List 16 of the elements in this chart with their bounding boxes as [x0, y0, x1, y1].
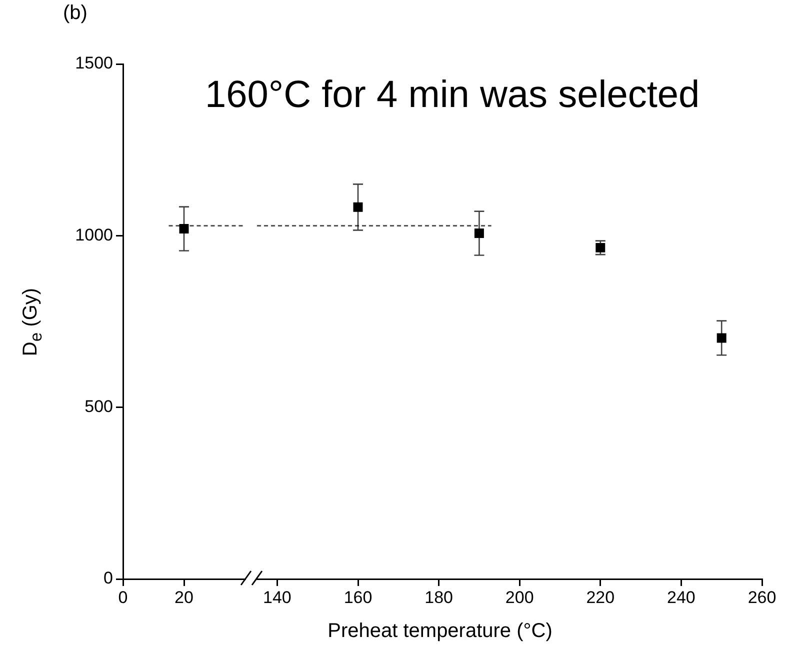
x-tick-label: 220 [586, 588, 615, 607]
x-tick-label: 160 [344, 588, 372, 607]
annotation: 160°C for 4 min was selected [205, 74, 700, 117]
x-tick-label: 0 [118, 588, 128, 607]
x-tick-label: 200 [505, 588, 534, 607]
x-tick-label: 260 [748, 588, 776, 607]
x-tick-label: 20 [174, 588, 194, 607]
y-tick-label: 500 [84, 397, 113, 416]
y-tick-label: 0 [104, 568, 113, 588]
x-tick-label: 180 [424, 588, 453, 607]
x-axis-title: Preheat temperature (°C) [328, 620, 552, 643]
chart-title: (b) [63, 2, 88, 25]
y-tick-label: 1000 [75, 225, 113, 244]
x-tick-label: 140 [263, 588, 292, 607]
y-tick-label: 1500 [75, 54, 113, 73]
x-tick-label: 240 [667, 588, 696, 607]
